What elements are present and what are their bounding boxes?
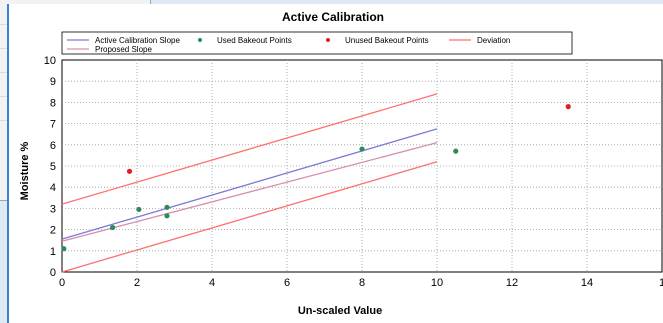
chart-panel: Active Calibration Active Calibration Sl…	[7, 4, 663, 323]
y-tick-label: 6	[50, 140, 56, 152]
legend-entry-used-bakeout-points-swatch	[198, 38, 202, 42]
legend-box	[61, 31, 573, 55]
y-tick-label: 3	[50, 203, 56, 215]
legend-entry-deviation: Deviation	[477, 36, 510, 45]
used-bakeout-point	[164, 204, 170, 210]
y-tick-label: 4	[50, 182, 56, 194]
x-tick-label: 6	[284, 277, 290, 289]
legend-entry-unused-bakeout-points-swatch	[326, 38, 330, 42]
y-tick-label: 5	[50, 161, 56, 173]
used-bakeout-point	[136, 206, 142, 213]
x-tick-label: 1	[659, 277, 663, 289]
y-tick-label: 0	[50, 267, 56, 279]
y-tick-label: 10	[44, 55, 56, 67]
unused-bakeout-point	[126, 168, 133, 174]
y-tick-label: 9	[50, 76, 56, 88]
x-tick-label: 4	[209, 277, 215, 289]
legend-entry-unused-bakeout-points: Unused Bakeout Points	[345, 36, 429, 45]
used-bakeout-point	[359, 146, 365, 152]
x-tick-label: 0	[59, 277, 65, 289]
y-axis-label: Moisture %	[19, 141, 31, 200]
proposed-slope-line	[61, 142, 438, 242]
used-bakeout-point	[164, 213, 170, 219]
legend-entry-proposed-slope: Proposed Slope	[95, 45, 152, 54]
used-bakeout-point	[110, 224, 116, 231]
x-tick-label: 8	[359, 277, 365, 289]
legend-entry-active-calibration-slope: Active Calibration Slope	[95, 36, 180, 45]
active-calibration-slope-line	[61, 128, 438, 240]
used-bakeout-point	[453, 148, 459, 154]
used-bakeout-point	[61, 246, 67, 252]
y-tick-label: 8	[50, 97, 56, 109]
y-tick-label: 1	[50, 246, 56, 258]
deviation-line	[61, 161, 438, 273]
legend: Active Calibration Slope Used Bakeout Poi…	[61, 31, 573, 55]
chart-title: Active Calibration	[282, 10, 384, 24]
x-tick-label: 10	[431, 277, 443, 289]
x-tick-label: 2	[134, 277, 140, 289]
calibration-chart: Active Calibration Active Calibration Sl…	[19, 10, 663, 317]
unused-bakeout-point	[565, 104, 571, 110]
legend-entry-used-bakeout-points: Used Bakeout Points	[217, 36, 292, 45]
y-tick-label: 7	[50, 119, 56, 131]
y-tick-label: 2	[50, 225, 56, 237]
x-axis-label: Un-scaled Value	[298, 305, 382, 317]
deviation-line	[61, 93, 438, 205]
x-tick-label: 12	[506, 277, 518, 289]
x-tick-label: 14	[581, 277, 593, 289]
